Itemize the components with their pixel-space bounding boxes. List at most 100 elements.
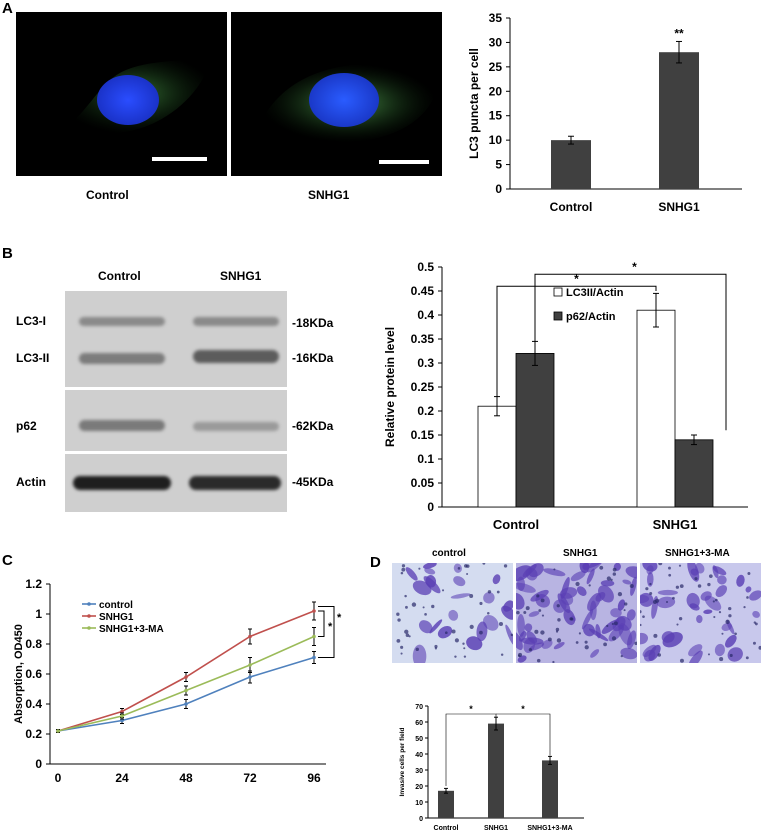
c-significance-0: * bbox=[328, 621, 333, 633]
membrane-pore bbox=[575, 581, 580, 587]
membrane-pore bbox=[707, 653, 711, 656]
invading-cell bbox=[714, 643, 725, 657]
membrane-pore bbox=[404, 594, 407, 598]
b-significance-0: * bbox=[574, 272, 579, 286]
membrane-pore bbox=[728, 606, 732, 611]
membrane-pore bbox=[482, 563, 486, 565]
panel-b-letter: B bbox=[2, 245, 13, 262]
invading-cell bbox=[642, 563, 658, 572]
invading-cell bbox=[640, 592, 654, 607]
b-significance-1: * bbox=[632, 260, 637, 274]
membrane-pore bbox=[725, 619, 730, 624]
d-ytick-label-3: 30 bbox=[415, 768, 423, 775]
d-category-0: Control bbox=[434, 825, 459, 832]
membrane-pore bbox=[629, 583, 634, 589]
b-legend-swatch-0 bbox=[553, 287, 563, 297]
invasion-image-snhg1 bbox=[516, 563, 637, 663]
membrane-pore bbox=[617, 591, 623, 597]
invading-cell bbox=[543, 568, 566, 577]
membrane-pore bbox=[557, 618, 561, 622]
image-label-control: Control bbox=[86, 188, 129, 202]
c-legend-marker-0 bbox=[87, 602, 91, 606]
invading-cell bbox=[429, 619, 443, 634]
panel-d-letter: D bbox=[370, 554, 381, 571]
c-ytick-label-5: 1 bbox=[35, 607, 42, 621]
invading-cell bbox=[715, 585, 728, 598]
invading-cell bbox=[600, 580, 615, 587]
membrane-pore bbox=[603, 642, 607, 647]
membrane-pore bbox=[496, 590, 500, 594]
weight-45kda: -45KDa bbox=[292, 475, 334, 489]
invading-cell bbox=[620, 647, 637, 660]
membrane-pore bbox=[418, 567, 421, 570]
membrane-pore bbox=[454, 638, 459, 643]
membrane-pore bbox=[623, 609, 626, 612]
invading-cell bbox=[688, 650, 703, 663]
membrane-pore bbox=[408, 635, 411, 638]
membrane-pore bbox=[657, 653, 662, 657]
membrane-pore bbox=[454, 655, 457, 658]
micrograph-snhg1 bbox=[231, 12, 442, 176]
invading-cell bbox=[517, 613, 525, 637]
invading-cell bbox=[661, 631, 675, 643]
c-point-s2-p4 bbox=[312, 634, 316, 639]
invading-cell bbox=[686, 592, 700, 609]
membrane-pore bbox=[610, 578, 613, 582]
protein-label-p62: p62 bbox=[16, 419, 37, 433]
b-ytick-label-4: 0.2 bbox=[417, 404, 434, 418]
invading-cell bbox=[745, 586, 752, 593]
membrane-pore bbox=[400, 652, 403, 655]
a-category-1: SNHG1 bbox=[658, 200, 700, 214]
invading-cell bbox=[598, 585, 614, 603]
invading-cell bbox=[516, 593, 525, 610]
invading-cell bbox=[483, 591, 495, 604]
invading-cell bbox=[583, 623, 595, 637]
membrane-pore bbox=[743, 606, 746, 609]
membrane-pore bbox=[534, 629, 539, 634]
a-ytick-label-1: 5 bbox=[495, 158, 502, 172]
membrane-pore bbox=[672, 596, 675, 600]
d-ytick-label-6: 60 bbox=[415, 720, 423, 727]
c-xtick-label-4: 96 bbox=[307, 771, 321, 785]
invading-cell bbox=[595, 623, 601, 639]
b-ytick-label-8: 0.4 bbox=[417, 308, 434, 322]
membrane-pore bbox=[553, 568, 556, 571]
membrane-pore bbox=[676, 623, 679, 626]
membrane-pore bbox=[679, 584, 684, 589]
c-point-s0-p4 bbox=[312, 655, 316, 660]
membrane-pore bbox=[503, 564, 508, 568]
invading-cell bbox=[712, 565, 719, 579]
b-ytick-label-3: 0.15 bbox=[411, 428, 435, 442]
membrane-pore bbox=[599, 565, 604, 570]
c-ytick-label-2: 0.4 bbox=[25, 697, 42, 711]
weight-18kda: -18KDa bbox=[292, 316, 334, 330]
membrane-pore bbox=[640, 623, 642, 627]
c-point-s2-p1 bbox=[120, 714, 124, 718]
d-bar-2 bbox=[542, 760, 558, 818]
b-ytick-label-10: 0.5 bbox=[417, 260, 434, 274]
a-bar-0 bbox=[551, 140, 591, 189]
d-ytick-label-7: 70 bbox=[415, 704, 423, 711]
membrane-pore bbox=[462, 642, 465, 645]
membrane-pore bbox=[434, 644, 438, 649]
d-ytick-label-0: 0 bbox=[419, 816, 423, 823]
membrane-pore bbox=[712, 600, 715, 603]
membrane-pore bbox=[479, 630, 483, 635]
membrane-pore bbox=[397, 618, 401, 622]
membrane-pore bbox=[465, 564, 470, 568]
d-category-2: SNHG1+3-MA bbox=[527, 825, 572, 832]
membrane-pore bbox=[469, 624, 474, 629]
membrane-pore bbox=[479, 601, 483, 606]
invading-cell bbox=[576, 586, 587, 596]
b-bar-s1-g0 bbox=[515, 353, 555, 508]
membrane-pore bbox=[611, 622, 614, 625]
invading-cell bbox=[625, 566, 637, 579]
membrane-pore bbox=[498, 621, 504, 627]
weight-62kda: -62KDa bbox=[292, 419, 334, 433]
d-ytick-label-1: 10 bbox=[415, 800, 423, 807]
a-ytick-label-2: 10 bbox=[489, 133, 503, 147]
panel-c-letter: C bbox=[2, 552, 13, 569]
membrane-pore bbox=[547, 637, 552, 642]
invading-cell bbox=[727, 647, 743, 662]
membrane-pore bbox=[536, 594, 540, 598]
